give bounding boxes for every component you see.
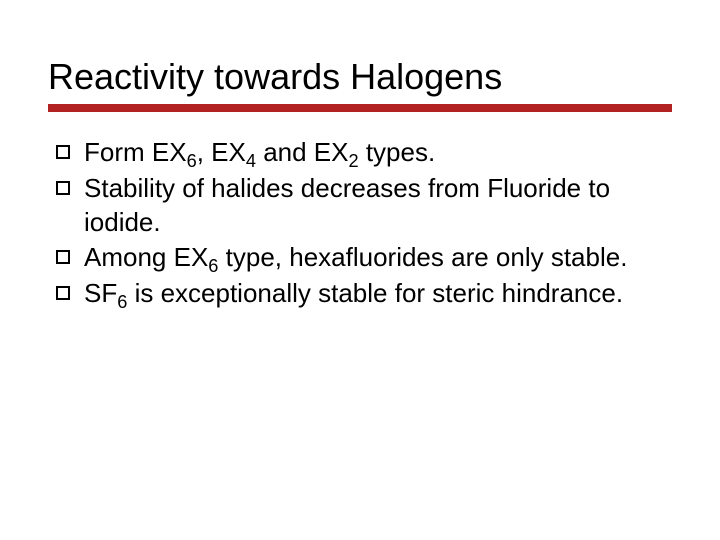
bullet-item: Among EX6 type, hexafluorides are only s… [56, 241, 672, 275]
bullet-text: Form EX6, EX4 and EX2 types. [84, 136, 672, 170]
bullet-item: SF6 is exceptionally stable for steric h… [56, 277, 672, 311]
slide-title: Reactivity towards Halogens [48, 56, 672, 98]
hollow-square-icon [56, 181, 70, 195]
hollow-square-icon [56, 145, 70, 159]
hollow-square-icon [56, 286, 70, 300]
slide: Reactivity towards Halogens Form EX6, EX… [0, 0, 720, 540]
bullet-item: Stability of halides decreases from Fluo… [56, 172, 672, 240]
bullet-text: SF6 is exceptionally stable for steric h… [84, 277, 672, 311]
bullet-text: Stability of halides decreases from Fluo… [84, 172, 672, 240]
bullet-text: Among EX6 type, hexafluorides are only s… [84, 241, 672, 275]
title-underline [48, 104, 672, 112]
bullet-item: Form EX6, EX4 and EX2 types. [56, 136, 672, 170]
hollow-square-icon [56, 250, 70, 264]
bullet-list: Form EX6, EX4 and EX2 types.Stability of… [48, 136, 672, 311]
